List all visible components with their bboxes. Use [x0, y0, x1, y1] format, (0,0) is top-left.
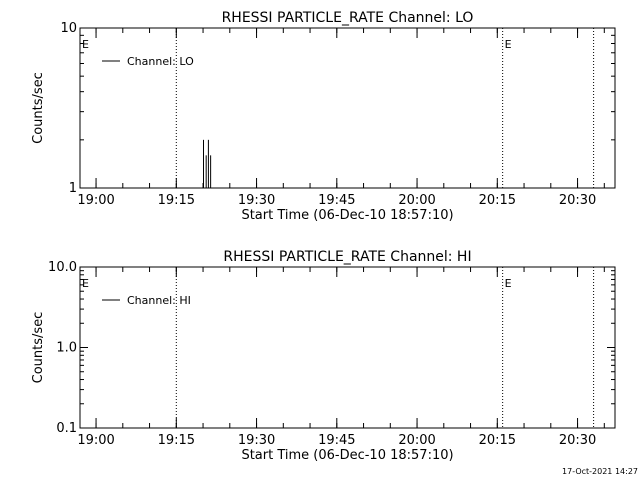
x-tick-label: 19:00 — [77, 433, 114, 448]
event-marker-label: E — [82, 277, 89, 290]
x-tick-label: 20:15 — [479, 193, 516, 208]
y-tick-label: 10.0 — [48, 260, 77, 275]
y-axis-label: Counts/sec — [31, 312, 46, 384]
event-marker-label: E — [505, 277, 512, 290]
x-tick-label: 20:00 — [398, 433, 435, 448]
chart-title: RHESSI PARTICLE_RATE Channel: HI — [223, 249, 471, 265]
x-tick-label: 19:15 — [158, 193, 195, 208]
x-tick-label: 19:45 — [318, 433, 355, 448]
x-tick-label: 20:30 — [559, 433, 596, 448]
y-tick-label: 10 — [60, 21, 77, 36]
y-tick-label: 0.1 — [56, 421, 77, 436]
x-tick-label: 19:30 — [238, 433, 275, 448]
x-tick-label: 19:15 — [158, 433, 195, 448]
event-marker-label: E — [505, 38, 512, 51]
x-axis-label: Start Time (06-Dec-10 18:57:10) — [241, 448, 453, 463]
event-marker-label: E — [82, 38, 89, 51]
legend-label: Channel: LO — [127, 55, 194, 68]
x-tick-label: 20:15 — [479, 433, 516, 448]
legend-label: Channel: HI — [127, 294, 191, 307]
x-tick-label: 19:00 — [77, 193, 114, 208]
x-tick-label: 19:45 — [318, 193, 355, 208]
y-axis-label: Counts/sec — [31, 72, 46, 144]
y-tick-label: 1 — [69, 181, 77, 196]
panel-channel-hi: RHESSI PARTICLE_RATE Channel: HI 0.1 1.0 10… — [31, 249, 616, 463]
footer-timestamp: 17-Oct-2021 14:27 — [562, 467, 638, 476]
plot-frame — [79, 27, 616, 189]
x-axis-label: Start Time (06-Dec-10 18:57:10) — [241, 208, 453, 223]
plot-frame — [79, 266, 616, 429]
panel-channel-lo: RHESSI PARTICLE_RATE Channel: LO 1 10 Count… — [31, 10, 616, 223]
x-tick-label: 20:00 — [398, 193, 435, 208]
chart-title: RHESSI PARTICLE_RATE Channel: LO — [222, 10, 474, 26]
x-tick-label: 20:30 — [559, 193, 596, 208]
y-tick-label: 1.0 — [56, 341, 77, 356]
x-tick-label: 19:30 — [238, 193, 275, 208]
